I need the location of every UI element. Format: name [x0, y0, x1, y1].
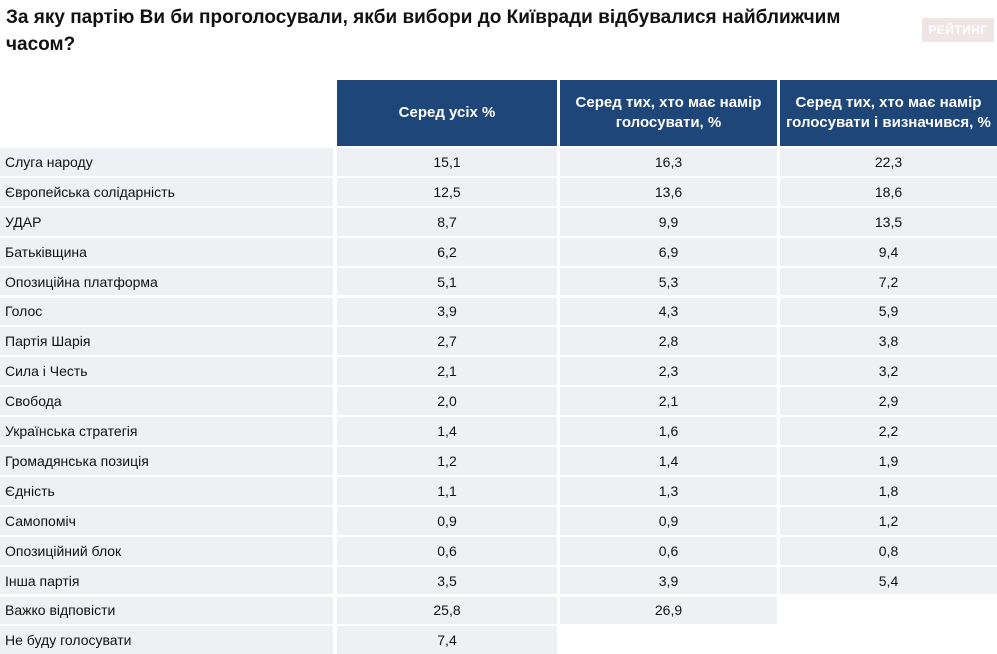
cell-value: 1,1: [337, 476, 557, 505]
cell-value: 1,2: [337, 447, 557, 475]
cell-value: 26,9: [560, 596, 777, 625]
row-label: УДАР: [0, 207, 333, 236]
row-label: Батьківщина: [0, 237, 333, 266]
logo: РЕЙТИНГ: [922, 18, 994, 42]
row-label: Самопоміч: [0, 506, 333, 535]
column-header: Серед тих, хто має намір голосувати, %: [560, 80, 777, 146]
cell-value: 5,1: [337, 267, 557, 296]
cell-value: 1,3: [560, 476, 777, 505]
cell-value: 5,3: [560, 267, 777, 296]
cell-value: 0,9: [560, 506, 777, 535]
row-label: Слуга народу: [0, 148, 333, 176]
cell-value: 2,1: [337, 357, 557, 386]
cell-value: 3,9: [337, 297, 557, 326]
cell-value: 18,6: [780, 177, 997, 206]
cell-value: 3,2: [780, 357, 997, 386]
cell-value: 13,6: [560, 177, 777, 206]
row-label: Партія Шарія: [0, 327, 333, 356]
column-header: Серед усіх %: [337, 80, 557, 146]
row-label: Громадянська позиція: [0, 447, 333, 475]
cell-value: 6,2: [337, 237, 557, 266]
row-label: Сила і Честь: [0, 357, 333, 386]
row-label: Свобода: [0, 387, 333, 416]
cell-value: 1,6: [560, 417, 777, 445]
cell-value: 3,8: [780, 327, 997, 356]
cell-value: 16,3: [560, 148, 777, 176]
cell-value: 2,9: [780, 387, 997, 416]
cell-value: 15,1: [337, 148, 557, 176]
row-label: Єдність: [0, 476, 333, 505]
cell-value: 2,0: [337, 387, 557, 416]
cell-value: 2,2: [780, 417, 997, 445]
row-label: Важко відповісти: [0, 596, 333, 625]
row-label: Голос: [0, 297, 333, 326]
cell-value: 1,4: [337, 417, 557, 445]
row-label: Не буду голосувати: [0, 626, 333, 654]
cell-value: 1,4: [560, 447, 777, 475]
cell-value: 3,5: [337, 566, 557, 595]
cell-value: 6,9: [560, 237, 777, 266]
row-label: Інша партія: [0, 566, 333, 595]
cell-value: 25,8: [337, 596, 557, 625]
cell-value: 12,5: [337, 177, 557, 206]
column-header: Серед тих, хто має намір голосувати і ви…: [780, 80, 997, 146]
title: За яку партію Ви би проголосували, якби …: [6, 7, 841, 55]
cell-value: 4,3: [560, 297, 777, 326]
row-label: Опозиційна платформа: [0, 267, 333, 296]
cell-value: 1,8: [780, 476, 997, 505]
cell-value: 0,8: [780, 536, 997, 565]
cell-value: 5,4: [780, 566, 997, 595]
row-label: Українська стратегія: [0, 417, 333, 445]
cell-value: 2,7: [337, 327, 557, 356]
cell-value: 9,9: [560, 207, 777, 236]
row-label: Опозиційний блок: [0, 536, 333, 565]
cell-value: 1,9: [780, 447, 997, 475]
cell-value: 13,5: [780, 207, 997, 236]
cell-value: 1,2: [780, 506, 997, 535]
cell-value: 8,7: [337, 207, 557, 236]
cell-value: 9,4: [780, 237, 997, 266]
cell-value: 0,6: [560, 536, 777, 565]
cell-value: 2,8: [560, 327, 777, 356]
cell-value: 0,6: [337, 536, 557, 565]
cell-value: 3,9: [560, 566, 777, 595]
cell-value: 2,1: [560, 387, 777, 416]
cell-value: 2,3: [560, 357, 777, 386]
row-label: Європейська солідарність: [0, 177, 333, 206]
cell-value: 5,9: [780, 297, 997, 326]
cell-value: 0,9: [337, 506, 557, 535]
cell-value: 7,4: [337, 626, 557, 654]
cell-value: 22,3: [780, 148, 997, 176]
cell-value: 7,2: [780, 267, 997, 296]
